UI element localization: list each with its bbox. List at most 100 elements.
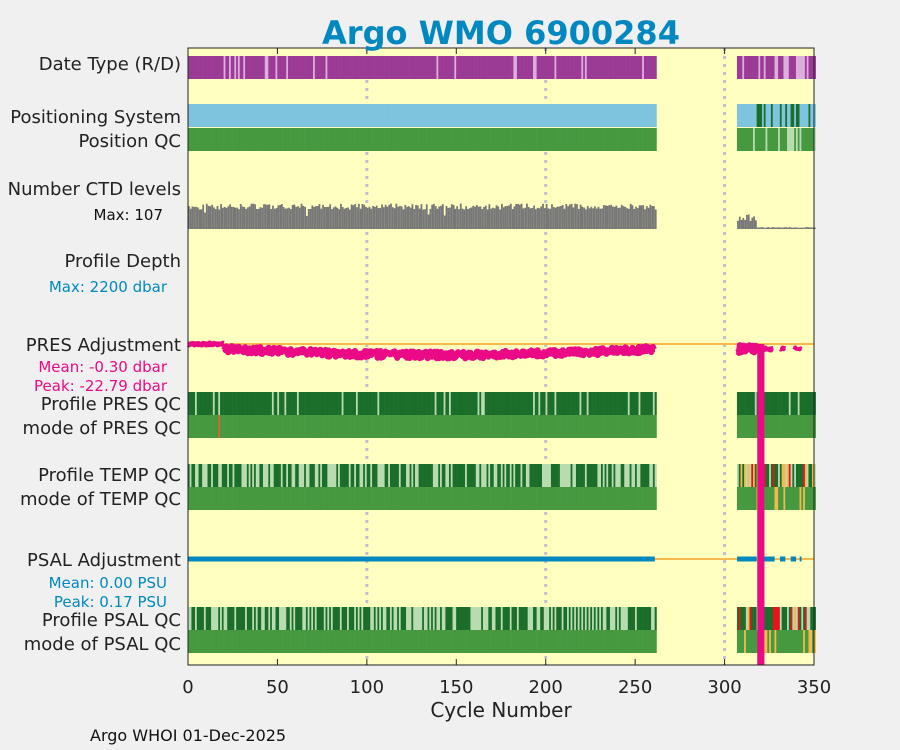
profile-temp-qc-cell [520,464,523,487]
position-qc-cell [275,128,278,151]
profile-pres-qc-cell [753,392,756,415]
profile-temp-qc-cell [352,464,355,487]
profile-temp-qc-cell [241,464,244,487]
profile-temp-qc-cell [586,464,589,487]
ctd-levels-bar [763,227,766,229]
date-type-cell [456,56,459,79]
profile-temp-qc-cell [806,464,809,487]
mode-psal-qc-cell [266,630,269,653]
profile-temp-qc-cell [590,464,593,487]
date-type-cell [629,56,632,79]
profile-psal-qc-cell [804,607,807,630]
ctd-levels-bar [450,204,453,229]
mode-pres-qc-cell [316,415,319,438]
positioning-cell [559,104,562,127]
profile-psal-qc-cell [268,607,271,630]
ctd-levels-bar [255,208,258,229]
positioning-cell [329,104,332,127]
mode-psal-qc-cell [522,630,525,653]
ctd-levels-bar [760,227,763,229]
date-type-cell [443,56,446,79]
profile-psal-qc-cell [232,607,235,630]
ctd-levels-bar [191,206,194,229]
position-qc-cell [327,128,330,151]
date-type-cell [525,56,528,79]
mode-pres-qc-cell [778,415,781,438]
date-type-cell [468,56,471,79]
profile-psal-qc-cell [429,607,432,630]
profile-pres-qc-cell [461,392,464,415]
profile-psal-qc-cell [221,607,224,630]
mode-psal-qc-cell [765,630,768,653]
profile-temp-qc-cell [570,464,573,487]
profile-pres-qc-cell [797,392,800,415]
mode-pres-qc-cell [202,415,205,438]
profile-psal-qc-cell [209,607,212,630]
profile-temp-qc-cell [445,464,448,487]
profile-temp-qc-cell [812,464,815,487]
profile-pres-qc-cell [645,392,648,415]
ctd-levels-bar [756,227,759,229]
mode-pres-qc-cell [402,415,405,438]
positioning-cell [783,104,786,127]
date-type-cell [382,56,385,79]
ctd-levels-bar [424,209,426,229]
mode-psal-qc-cell [795,630,799,653]
profile-pres-qc-cell [740,392,743,415]
date-type-cell [432,56,435,79]
date-type-cell [649,56,652,79]
mode-temp-qc-cell [311,487,314,510]
profile-psal-qc-cell [302,607,305,630]
profile-psal-qc-cell [214,607,217,630]
profile-pres-qc-cell [472,392,475,415]
mode-pres-qc-cell [787,415,790,438]
profile-temp-qc-cell [493,464,496,487]
mode-pres-qc-cell [345,415,348,438]
ctd-levels-bar [309,208,312,229]
positioning-cell [454,104,457,127]
profile-temp-qc-cell [366,464,369,487]
positioning-cell [379,104,382,127]
profile-psal-qc-cell [629,607,632,630]
positioning-cell [203,104,207,127]
mode-pres-qc-cell [264,415,267,438]
mode-psal-qc-cell [647,630,650,653]
profile-pres-qc-cell [520,392,523,415]
mode-pres-qc-cell [275,415,278,438]
date-type-cell [572,56,575,79]
profile-temp-qc-cell [572,464,575,487]
profile-psal-qc-cell [581,607,584,630]
positioning-cell [567,104,570,127]
position-qc-cell [202,128,205,151]
positioning-cell [577,104,580,127]
positioning-cell [354,104,357,127]
positioning-cell [509,104,512,127]
date-type-cell [563,56,566,79]
position-qc-cell [302,128,305,151]
mode-temp-qc-cell [454,487,457,510]
ctd-levels-bar [560,205,562,229]
positioning-cell [602,104,605,127]
mode-psal-qc-cell [568,630,571,653]
date-type-cell [812,56,815,79]
mode-temp-qc-cell [261,487,264,510]
mode-pres-qc-cell [248,415,251,438]
profile-pres-qc-cell [364,392,368,415]
profile-pres-qc-cell [654,392,657,415]
positioning-cell [758,104,761,127]
date-type-cell [470,56,473,79]
profile-temp-qc-cell [407,464,410,487]
profile-temp-qc-cell [382,464,385,487]
mode-pres-qc-cell [508,415,511,438]
position-qc-cell [629,128,632,151]
mode-pres-qc-cell [393,415,396,438]
ctd-levels-bar [515,203,518,229]
profile-temp-qc-cell [384,464,387,487]
position-qc-cell [479,128,482,151]
profile-psal-qc-cell [622,607,625,630]
date-type-cell [243,56,246,79]
profile-pres-qc-cell [609,392,613,415]
ctd-levels-bar [429,208,432,229]
position-qc-cell [799,128,802,151]
mode-psal-qc-cell [570,630,573,653]
